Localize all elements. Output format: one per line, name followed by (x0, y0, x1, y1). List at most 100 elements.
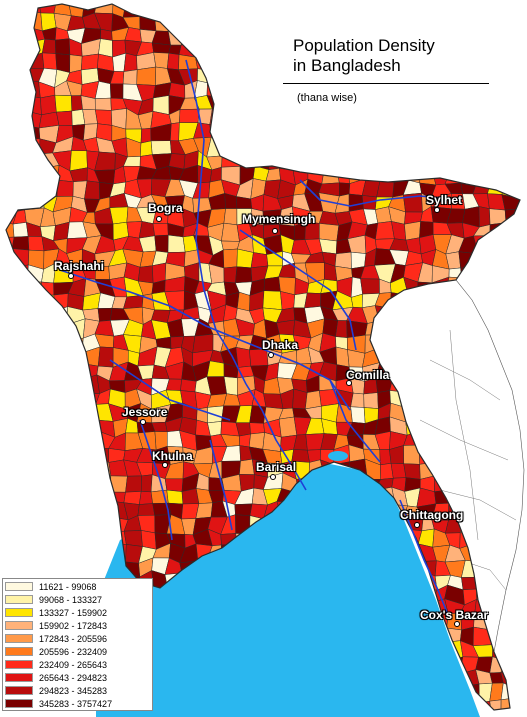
thana-region (137, 265, 154, 284)
thana-region (122, 4, 140, 18)
thana-region (234, 57, 255, 73)
city-marker-coxs-bazar (454, 621, 460, 627)
thana-region (24, 447, 42, 462)
thana-region (319, 389, 339, 407)
thana-region (6, 305, 15, 323)
thana-region (361, 4, 378, 12)
thana-region (67, 363, 85, 380)
legend-row: 232409 - 265643 (5, 658, 150, 671)
thana-region (486, 150, 507, 171)
thana-region (27, 236, 45, 252)
thana-region (430, 15, 451, 28)
thana-region (140, 140, 153, 157)
thana-region (6, 80, 17, 97)
city-marker-sylhet (434, 207, 440, 213)
thana-region (506, 601, 520, 619)
thana-region (447, 4, 462, 18)
thana-region (474, 4, 493, 16)
thana-region (234, 112, 252, 128)
thana-region (26, 546, 43, 563)
thana-region (505, 111, 520, 128)
thana-region (6, 14, 17, 29)
thana-region (54, 94, 73, 113)
thana-region (374, 123, 393, 143)
thana-region (504, 250, 520, 270)
thana-region (366, 81, 381, 102)
thana-region (462, 97, 479, 114)
thana-region (235, 99, 254, 116)
thana-region (445, 110, 466, 130)
thana-region (25, 304, 40, 326)
thana-region (234, 136, 252, 157)
thana-region (6, 500, 12, 519)
thana-region (70, 403, 86, 424)
thana-region (404, 142, 423, 152)
thana-region (11, 110, 30, 127)
thana-region (486, 25, 508, 42)
thana-region (319, 123, 340, 142)
thana-region (25, 362, 41, 379)
thana-region (10, 42, 31, 60)
city-label-jessore: Jessore (122, 405, 168, 419)
map-legend: 11621 - 99068 99068 - 133327 133327 - 15… (2, 578, 153, 711)
river-islands (294, 451, 369, 502)
legend-label: 172843 - 205596 (39, 633, 108, 644)
thana-region (68, 561, 88, 575)
thana-region (10, 487, 29, 506)
thana-region (54, 474, 73, 492)
thana-region (14, 405, 32, 421)
thana-region (388, 96, 408, 112)
thana-region (292, 137, 311, 157)
thana-region (53, 4, 72, 16)
thana-region (70, 420, 86, 438)
thana-region (223, 266, 238, 284)
thana-region (10, 281, 31, 296)
thana-region (69, 545, 85, 564)
thana-region (460, 27, 480, 46)
title-underline (283, 83, 489, 84)
thana-region (278, 122, 297, 143)
thana-region (26, 475, 44, 488)
legend-label: 265643 - 294823 (39, 672, 108, 683)
thana-region (278, 141, 297, 158)
thana-region (307, 10, 324, 26)
thana-region (10, 503, 29, 519)
thana-region (486, 136, 507, 153)
thana-region (235, 4, 253, 17)
thana-region (29, 179, 46, 198)
thana-region (39, 376, 58, 396)
thana-region (292, 388, 308, 410)
thana-region (10, 183, 32, 198)
thana-region (403, 463, 421, 480)
thana-region (39, 547, 58, 563)
thana-region (55, 528, 73, 548)
thana-region (6, 545, 17, 562)
thana-region (278, 111, 297, 127)
thana-region (94, 4, 114, 14)
thana-region (6, 349, 15, 367)
legend-label: 159902 - 172843 (39, 620, 108, 631)
thana-region (110, 491, 126, 503)
thana-region (503, 66, 520, 84)
thana-region (472, 38, 490, 56)
thana-region (249, 10, 270, 30)
thana-region (72, 474, 87, 488)
thana-region (263, 109, 281, 127)
thana-region (249, 136, 269, 157)
thana-region (365, 10, 376, 29)
thana-region (347, 11, 368, 29)
thana-region (447, 15, 462, 28)
thana-region (138, 221, 155, 239)
thana-region (11, 516, 32, 535)
thana-region (237, 291, 251, 312)
thana-region (6, 446, 16, 462)
thana-region (475, 126, 492, 144)
thana-region (234, 124, 252, 144)
legend-row: 205596 - 232409 (5, 645, 150, 658)
thana-region (206, 69, 225, 87)
thana-region (374, 110, 391, 130)
thana-region (82, 109, 98, 125)
thana-region (419, 109, 433, 130)
thana-region (69, 378, 86, 394)
thana-region (6, 459, 16, 478)
